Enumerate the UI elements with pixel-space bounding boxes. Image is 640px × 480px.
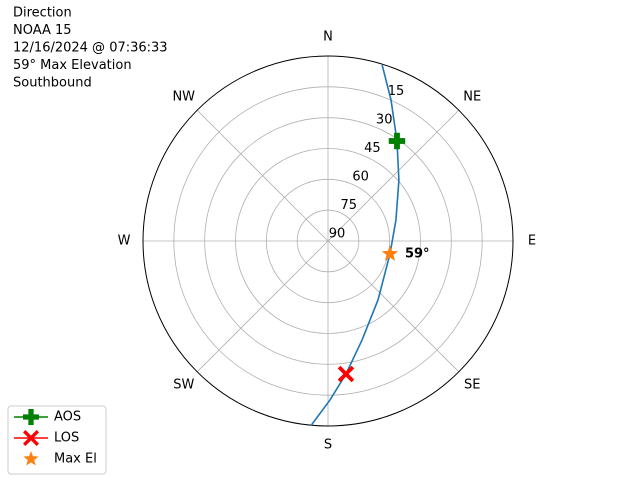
- r-tick-label: 15: [388, 84, 405, 99]
- title-line: Southbound: [13, 76, 92, 91]
- theta-tick-label: NW: [172, 89, 195, 104]
- legend: AOS LOS Max El: [7, 405, 107, 475]
- theta-tick-label: SW: [173, 378, 194, 393]
- marker: [381, 245, 399, 261]
- theta-tick-label: W: [118, 234, 131, 249]
- theta-tick-label: S: [324, 438, 332, 453]
- legend-marker: [23, 451, 39, 466]
- r-tick-label: 60: [352, 170, 369, 185]
- title-line: 59° Max Elevation: [13, 58, 132, 73]
- outer-ring: [142, 55, 514, 427]
- title-line: NOAA 15: [13, 23, 72, 38]
- marker: [337, 365, 355, 383]
- legend-marker: [23, 409, 39, 425]
- plot-area: 59°: [310, 64, 430, 426]
- value-label: 59°: [405, 246, 430, 261]
- theta-tick-label: E: [528, 234, 536, 249]
- ring: [173, 86, 483, 396]
- ring: [204, 117, 452, 365]
- legend-label: Max El: [54, 452, 97, 467]
- ring: [235, 148, 421, 334]
- r-tick-label: 90: [329, 227, 346, 242]
- legend-label: AOS: [54, 410, 81, 425]
- theta-tick-label: SE: [464, 378, 480, 393]
- title-line: Direction: [13, 6, 72, 21]
- polar-grid: N NE E SE S SW W NW 90 75 60 45 30 15: [118, 30, 537, 453]
- legend-label: LOS: [54, 431, 79, 446]
- r-tick-label: 30: [376, 113, 393, 128]
- title-line: 12/16/2024 @ 07:36:33: [13, 41, 168, 56]
- theta-tick-label: N: [323, 30, 333, 45]
- title-block: Direction NOAA 15 12/16/2024 @ 07:36:33 59°…: [13, 6, 168, 91]
- legend-marker: [23, 430, 39, 446]
- marker: [388, 132, 406, 150]
- r-tick-label: 75: [341, 198, 358, 213]
- r-tick-label: 45: [364, 141, 381, 156]
- ring: [296, 209, 360, 273]
- theta-tick-label: NE: [463, 89, 481, 104]
- ring: [265, 178, 391, 304]
